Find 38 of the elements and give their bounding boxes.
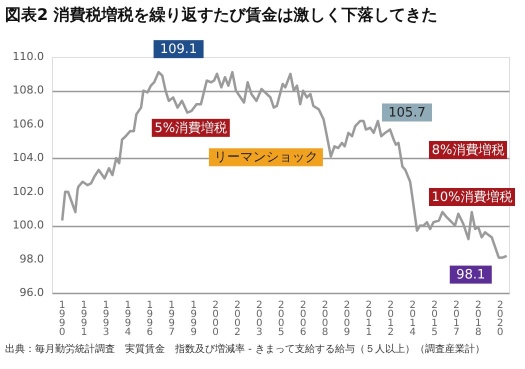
- x-tick-label: 1994: [124, 300, 132, 338]
- annotation: 109.1: [160, 42, 198, 58]
- x-tick-label: 1991: [80, 300, 88, 338]
- x-tick-label: 2008: [322, 300, 328, 338]
- y-tick-label: 98.0: [20, 252, 44, 266]
- y-tick-label: 110.0: [12, 50, 44, 63]
- x-tick-label: 2012: [388, 300, 394, 338]
- x-tick-label: 2000: [212, 300, 219, 338]
- chart-title: 図表2 消費税増税を繰り返すたび賃金は激しく下落してきた: [5, 5, 438, 24]
- x-tick-label: 2005: [278, 300, 284, 338]
- y-tick-label: 96.0: [20, 286, 44, 299]
- x-tick-label: 1993: [102, 300, 110, 338]
- annotation: 98.1: [456, 268, 486, 283]
- y-tick-label: 102.0: [12, 184, 44, 198]
- x-tick-label: 2015: [431, 300, 438, 338]
- source-note: 出典：毎月勤労統計調査 実質賃金 指数及び増減率 - きまって支給する給与（５人以上）（調査産業計）: [5, 343, 485, 355]
- annotation: 8%消費増税: [432, 142, 504, 158]
- x-tick-label: 1999: [190, 300, 197, 338]
- x-tick-label: 1996: [146, 300, 154, 338]
- x-tick-label: 1997: [168, 300, 175, 338]
- x-tick-label: 2006: [300, 300, 306, 338]
- annotation: 105.7: [388, 105, 426, 120]
- x-tick-label: 2002: [234, 300, 241, 338]
- y-tick-label: 108.0: [12, 84, 44, 97]
- annotation: リーマンショック: [214, 150, 318, 166]
- x-tick-label: 2003: [256, 300, 263, 338]
- x-tick-label: 2017: [453, 300, 460, 338]
- y-tick-label: 106.0: [12, 117, 44, 130]
- x-tick-label: 2009: [344, 300, 350, 338]
- y-tick-label: 104.0: [12, 151, 44, 164]
- annotation: 5%消費増税: [154, 120, 228, 136]
- x-tick-label: 2014: [409, 300, 416, 338]
- x-tick-label: 2011: [366, 300, 372, 338]
- x-tick-label: 2018: [475, 300, 482, 338]
- x-tick-label: 2020: [497, 300, 504, 338]
- y-tick-label: 100.0: [12, 218, 44, 232]
- x-tick-label: 1990: [59, 300, 66, 338]
- annotation: 10%消費増税: [432, 189, 512, 205]
